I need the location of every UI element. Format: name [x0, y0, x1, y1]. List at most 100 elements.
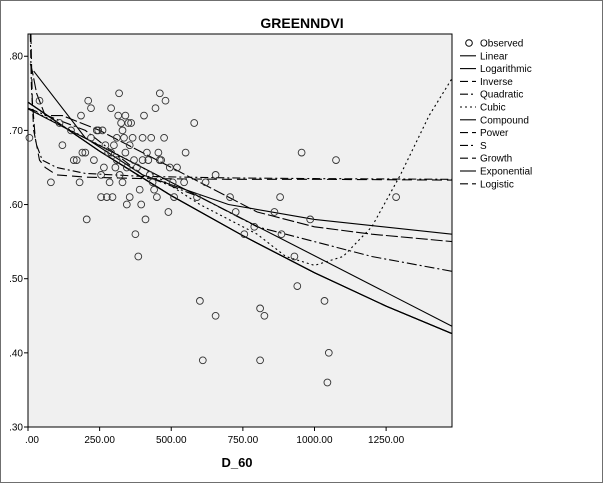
observed-point [97, 193, 105, 201]
legend-item-s: S [460, 141, 487, 152]
legend-item-power: Power [460, 128, 509, 139]
legend-item-compound: Compound [460, 115, 529, 126]
observed-point [81, 148, 90, 157]
x-tick-label: 750.00 [228, 435, 259, 446]
x-axis: .00 250.00 500.00 750.00 1000.00 1250.00 [25, 427, 405, 446]
observed-point [90, 156, 98, 164]
observed-point [164, 208, 173, 216]
observed-point [69, 156, 78, 164]
legend-label: Cubic [480, 103, 506, 114]
observed-point [196, 297, 204, 305]
observed-point [121, 111, 130, 120]
observed-point [180, 178, 188, 187]
observed-point [324, 348, 333, 357]
observed-point [277, 230, 286, 239]
observed-point [121, 148, 130, 157]
observed-point [256, 356, 264, 365]
y-tick-label: .80 [9, 52, 23, 63]
observed-point [105, 178, 114, 187]
observed-point [124, 119, 133, 127]
observed-point [35, 96, 44, 105]
observed-point [131, 230, 140, 239]
observed-point [193, 193, 201, 201]
x-tick-label: .00 [25, 435, 39, 446]
fit-line-inverse [30, 34, 452, 181]
legend-label: Growth [480, 154, 512, 165]
observed-point [140, 111, 148, 120]
observed-point [150, 185, 158, 194]
observed-point [100, 163, 108, 172]
observed-point [160, 133, 168, 142]
observed-point [107, 148, 115, 157]
observed-point [128, 133, 137, 142]
observed-point [127, 119, 135, 127]
observed-points [25, 89, 400, 387]
fit-line-s [29, 34, 452, 180]
y-tick-label: .50 [9, 274, 23, 285]
y-tick-label: .30 [9, 423, 23, 434]
legend-label: S [480, 141, 487, 152]
observed-point [141, 215, 150, 224]
observed-point [108, 193, 117, 201]
observed-point [240, 230, 249, 239]
legend-item-exponential: Exponential [460, 167, 532, 178]
observed-point [155, 89, 164, 98]
observed-point [306, 215, 315, 224]
observed-point [82, 215, 91, 224]
fit-line-logarithmic [29, 63, 452, 243]
observed-point [87, 133, 95, 142]
observed-point [137, 200, 146, 209]
observed-point [87, 104, 95, 113]
legend-item-observed: Observed [465, 39, 523, 50]
observed-point [290, 252, 299, 261]
observed-point [138, 156, 147, 164]
observed-point [332, 156, 340, 164]
observed-point [143, 148, 151, 157]
plot-area [27, 33, 453, 428]
legend-item-logistic: Logistic [460, 179, 514, 190]
observed-point [153, 193, 161, 201]
observed-point [101, 141, 110, 150]
legend-label: Power [480, 128, 509, 139]
observed-point [122, 200, 131, 209]
observed-point [297, 148, 306, 157]
observed-point [75, 178, 84, 187]
legend-label: Compound [480, 115, 529, 126]
observed-point [320, 297, 329, 305]
observed-point [190, 119, 199, 127]
legend-item-growth: Growth [460, 154, 512, 165]
chart-title: GREENNDVI [260, 15, 343, 31]
legend-marker [465, 39, 473, 47]
observed-point [25, 133, 34, 142]
observed-point [145, 171, 154, 179]
observed-point [226, 193, 234, 201]
observed-point [256, 304, 264, 313]
observed-point [161, 96, 170, 105]
observed-point [148, 178, 157, 187]
observed-point [211, 311, 220, 320]
observed-point [104, 148, 113, 157]
observed-point [110, 141, 118, 150]
observed-point [138, 133, 147, 142]
observed-point [133, 163, 141, 172]
x-axis-label: D_60 [221, 455, 252, 470]
observed-point [125, 193, 134, 201]
observed-point [115, 171, 124, 179]
observed-point [198, 356, 207, 365]
observed-point [125, 141, 134, 150]
legend-label: Exponential [480, 167, 532, 178]
observed-point [293, 282, 302, 290]
fit-lines [28, 34, 452, 335]
legend-item-logarithmic: Logarithmic [460, 64, 532, 75]
legend-label: Observed [480, 39, 523, 50]
y-tick-label: .60 [9, 200, 23, 211]
x-tick-label: 250.00 [84, 435, 115, 446]
observed-point [211, 171, 220, 179]
legend-item-cubic: Cubic [460, 103, 506, 114]
observed-point [323, 378, 332, 387]
observed-point [276, 193, 284, 201]
observed-point [157, 156, 166, 164]
